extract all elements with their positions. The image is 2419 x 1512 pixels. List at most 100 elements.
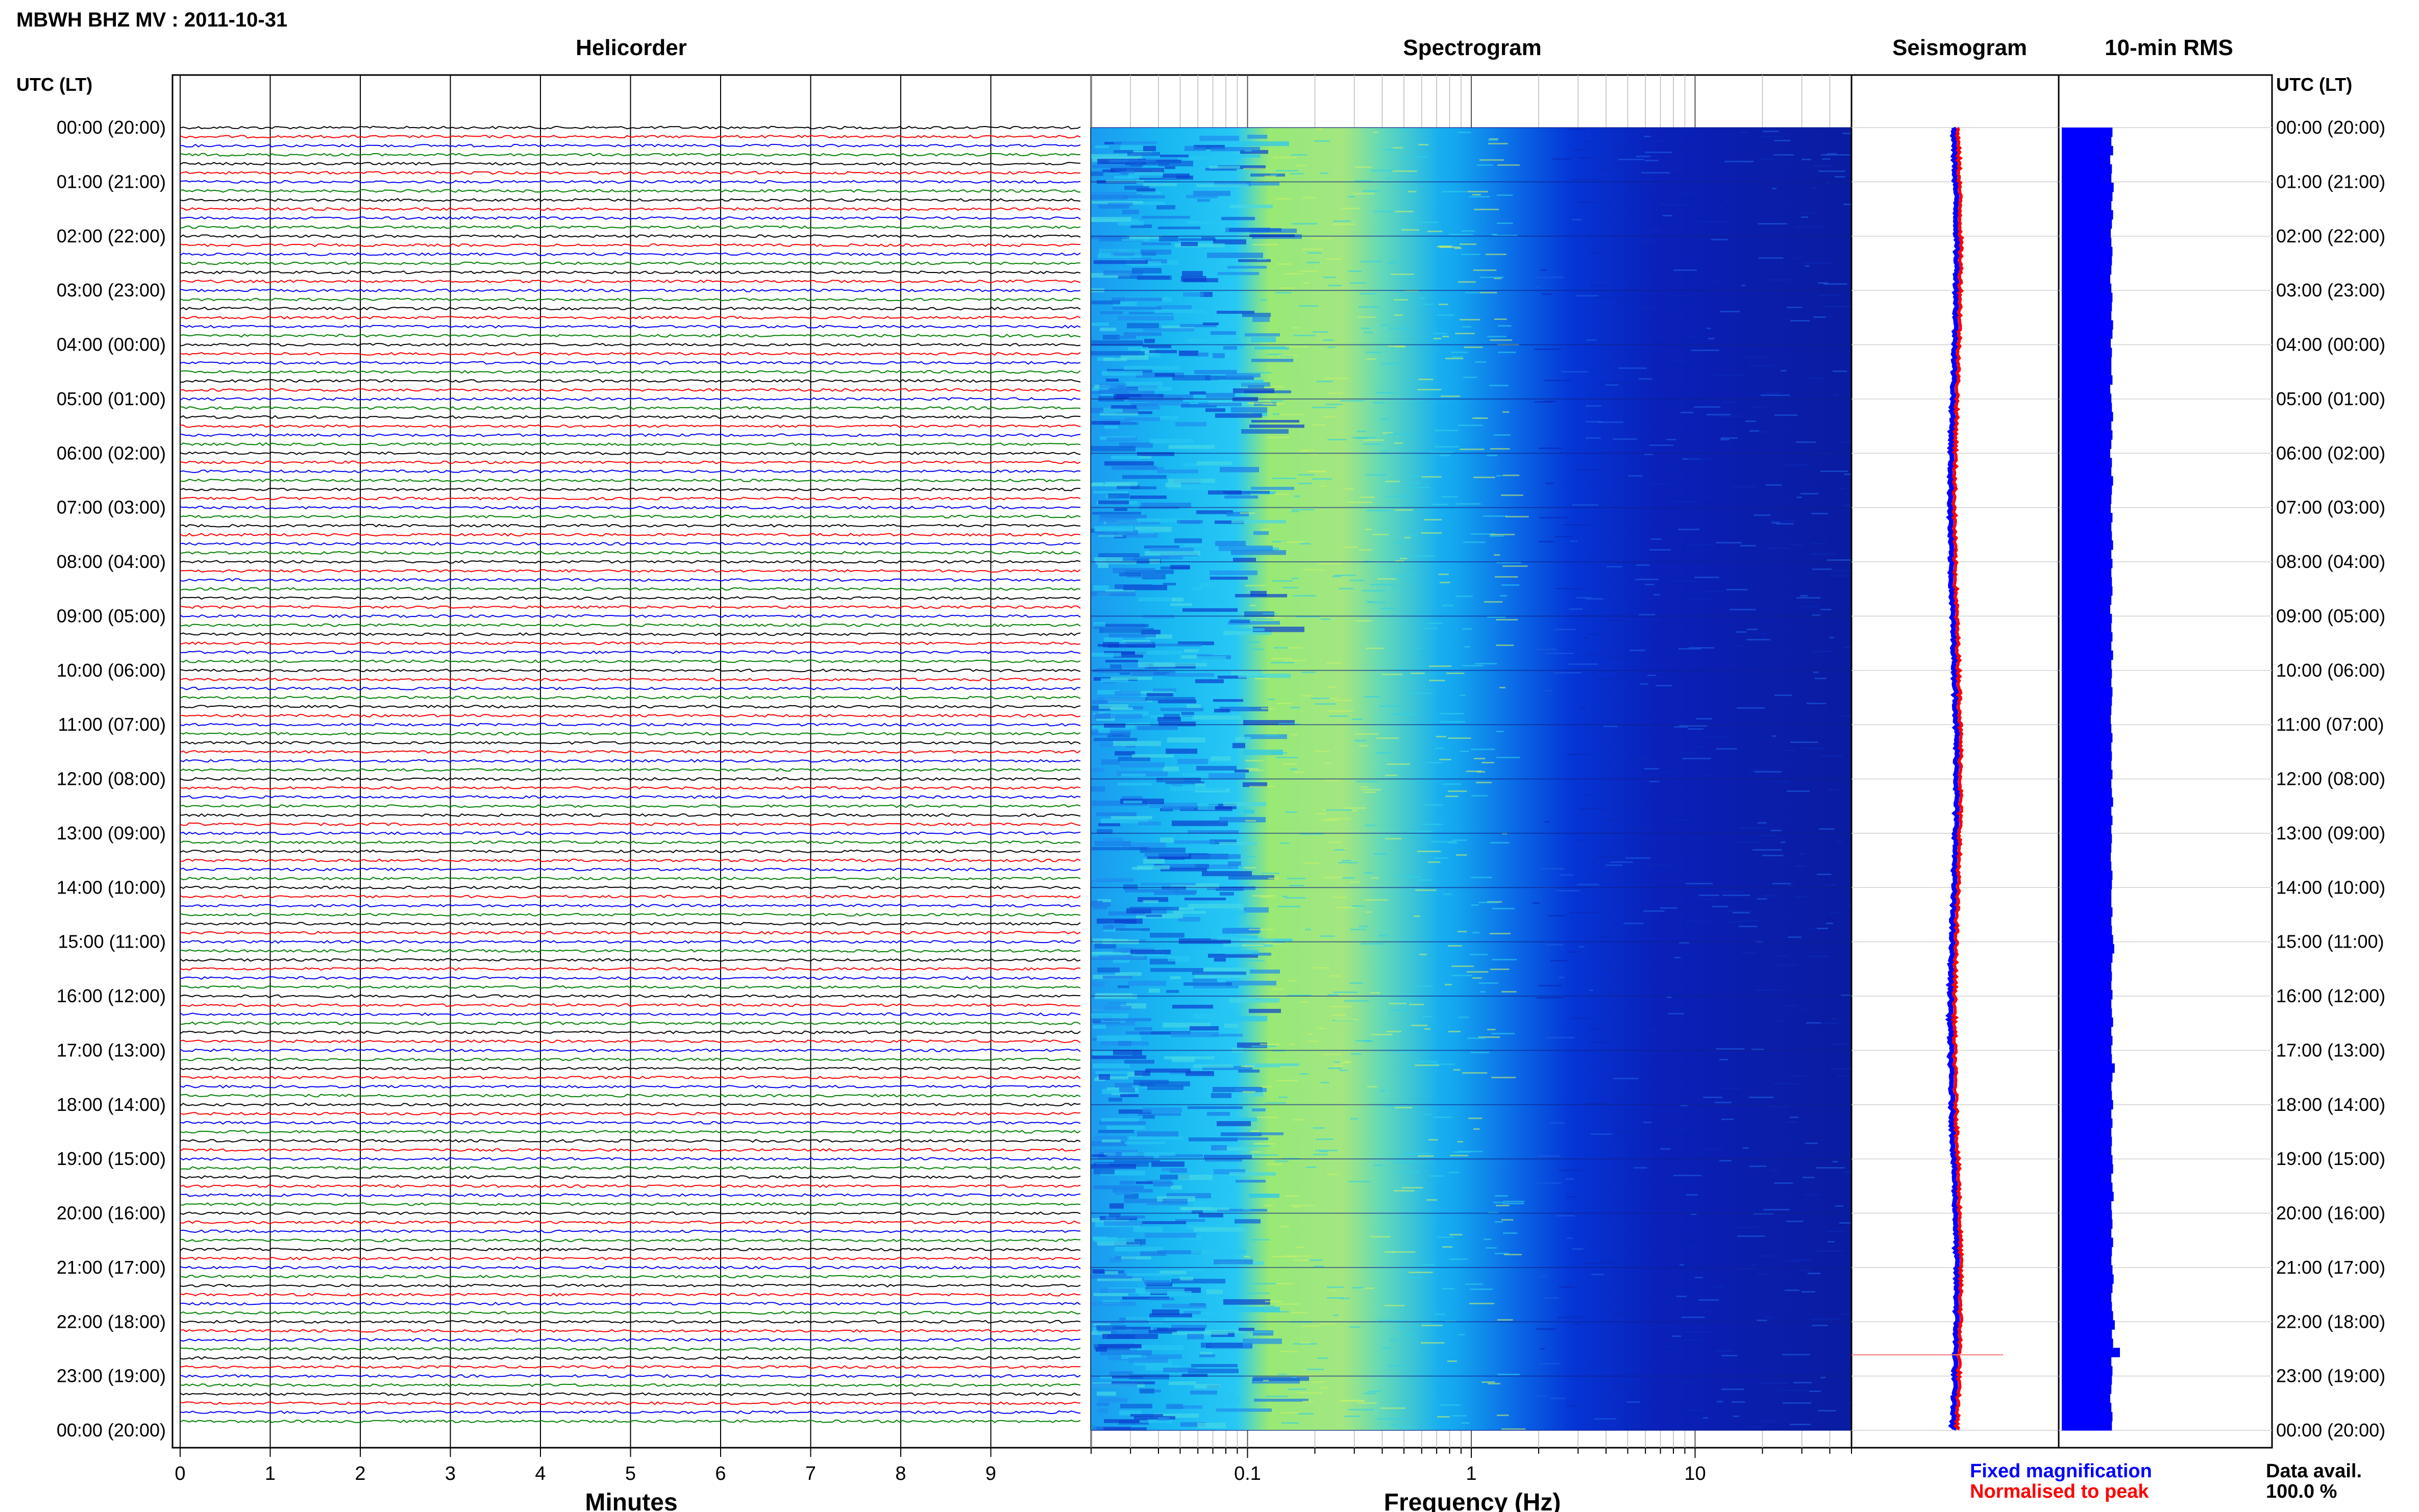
spectrogram-speckle <box>1333 1315 1339 1316</box>
spectrogram-speckle <box>1361 786 1368 788</box>
spectrogram-streak <box>1103 642 1119 648</box>
spectrogram-speckle <box>1705 736 1730 738</box>
spectrogram-streak <box>1243 750 1283 755</box>
spectrogram-streak <box>1254 346 1289 350</box>
rms-bar <box>2062 567 2112 578</box>
spectrogram-speckle <box>1342 860 1351 861</box>
spectrogram-speckle <box>1828 789 1840 790</box>
spectrogram-speckle <box>1550 1122 1565 1124</box>
spectrogram-speckle <box>1315 751 1330 752</box>
spectrogram-speckle <box>1301 672 1316 673</box>
spectrogram-speckle <box>1244 867 1256 869</box>
spectrogram-speckle <box>1579 808 1606 809</box>
spectrogram-speckle <box>1435 748 1445 749</box>
spectrogram-speckle <box>1818 282 1828 284</box>
spectrogram-speckle <box>1455 596 1473 597</box>
spectrogram-speckle <box>1478 1036 1500 1038</box>
spectrogram-streak <box>1199 136 1239 141</box>
spectrogram-grid <box>1091 75 1852 1448</box>
time-label-left: 02:00 (22:00) <box>57 226 166 246</box>
time-label-right: 16:00 (12:00) <box>2276 985 2385 1006</box>
spectrogram-speckle <box>1641 172 1670 173</box>
spectrogram-streak <box>1147 402 1190 406</box>
spectrogram-streak <box>1231 520 1286 524</box>
spectrogram-speckle <box>1490 339 1512 341</box>
spectrogram-speckle <box>1559 977 1565 978</box>
spectrogram-speckle <box>1424 1028 1430 1030</box>
spectrogram-streak <box>1173 907 1194 910</box>
spectrogram-streak <box>1208 1375 1243 1380</box>
spectrogram-speckle <box>1812 1325 1828 1326</box>
spectrogram-speckle <box>1638 847 1656 849</box>
rms-bar <box>2062 1182 2113 1193</box>
spectrogram-speckle <box>1254 678 1269 679</box>
spectrogram-speckle <box>1461 230 1475 232</box>
spectrogram-speckle <box>1496 619 1518 621</box>
spectrogram-speckle <box>1304 282 1310 284</box>
spectrogram-speckle <box>1255 1310 1269 1312</box>
rms-bar <box>2062 228 2111 238</box>
rms-bar <box>2062 164 2112 174</box>
spectrogram-speckle <box>1271 658 1293 659</box>
spectrogram-streak <box>1130 486 1156 489</box>
spectrogram-speckle <box>1775 955 1788 957</box>
spectrogram-speckle <box>1542 293 1552 295</box>
spectrogram-speckle <box>1558 1317 1584 1318</box>
spectrogram-speckle <box>1799 606 1819 607</box>
spectrogram-speckle <box>1705 495 1711 497</box>
spectrogram-speckle <box>1405 1153 1430 1154</box>
spectrogram-speckle <box>1299 270 1319 272</box>
spectrogram-speckle <box>1591 285 1607 286</box>
spectrogram-speckle <box>1451 965 1474 967</box>
helicorder-trace <box>180 1084 1081 1089</box>
spectrogram-streak <box>1221 217 1255 220</box>
spectrogram-speckle <box>1301 1001 1308 1003</box>
spectrogram-speckle <box>1245 585 1266 586</box>
spectrogram-speckle <box>1400 158 1406 160</box>
rms-bar <box>2062 604 2110 614</box>
spectrogram-speckle <box>1245 676 1265 678</box>
spectrogram-streak <box>1158 227 1200 230</box>
spectrogram-speckle <box>1704 774 1712 776</box>
spectrogram-speckle <box>1361 1287 1375 1289</box>
spectrogram-speckle <box>1249 1331 1274 1333</box>
time-label-left: 08:00 (04:00) <box>57 551 166 572</box>
rms-bar <box>2062 926 2112 935</box>
spectrogram-speckle <box>1487 1029 1496 1030</box>
spectrogram-streak <box>1104 1419 1148 1423</box>
spectrogram-speckle <box>1496 731 1504 732</box>
spectrogram-streak <box>1111 456 1142 460</box>
rms-bar <box>2062 513 2113 523</box>
spectrogram-speckle <box>1733 841 1761 843</box>
spectrogram-speckle <box>1325 762 1331 764</box>
spectrogram-streak <box>1150 548 1194 553</box>
spectrogram-speckle <box>1271 662 1294 663</box>
spectrogram-speckle <box>1458 281 1476 283</box>
spectrogram-speckle <box>1421 1342 1445 1344</box>
spectrogram-speckle <box>1802 262 1831 264</box>
rms-bar <box>2062 1357 2112 1367</box>
spectrogram-streak <box>1215 413 1262 418</box>
spectrogram-speckle <box>1841 995 1852 996</box>
spectrogram-speckle <box>1591 1274 1605 1275</box>
spectrogram-streak <box>1163 864 1194 867</box>
spectrogram-speckle <box>1839 1222 1852 1224</box>
spectrogram-streak <box>1249 1194 1279 1198</box>
spectrogram-speckle <box>1265 1102 1286 1104</box>
spectrogram-streak <box>1180 520 1200 524</box>
spectrogram-speckle <box>1293 335 1316 336</box>
spectrogram-streak <box>1100 1171 1145 1176</box>
spectrogram-speckle <box>1365 352 1382 353</box>
spectrogram-streak <box>1103 335 1120 340</box>
spectrogram-streak <box>1134 1027 1152 1031</box>
time-label-right: 15:00 (11:00) <box>2276 931 2384 952</box>
spectrogram-speckle <box>1740 545 1756 547</box>
spectrogram-speckle <box>1409 831 1433 832</box>
spectrogram-speckle <box>1302 1401 1314 1402</box>
spectrogram-speckle <box>1395 1107 1413 1108</box>
spectrogram-speckle <box>1320 1323 1335 1325</box>
spectrogram-speckle <box>1467 191 1488 192</box>
spectrogram-speckle <box>1536 287 1540 288</box>
spectrogram-speckle <box>1586 437 1601 439</box>
